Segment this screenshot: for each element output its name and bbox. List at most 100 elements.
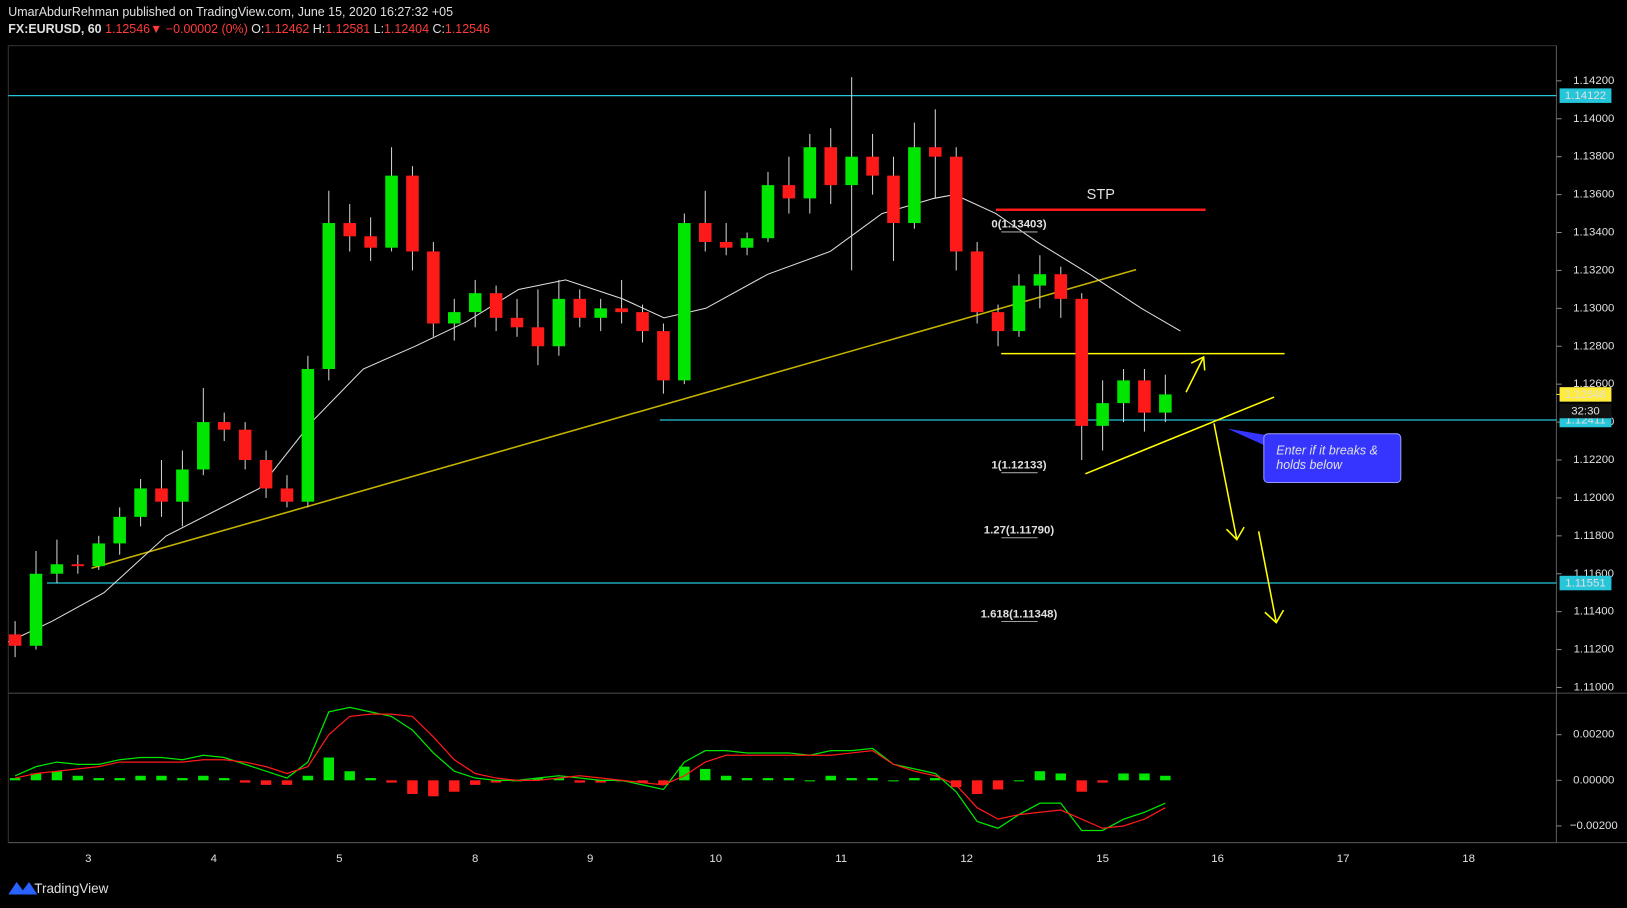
candle-body [761, 185, 775, 239]
histogram-bar [407, 780, 418, 795]
y-tick-label: 1.12000 [1573, 492, 1614, 504]
histogram-bar [72, 775, 84, 781]
candle-body [1159, 394, 1172, 413]
histogram-bar [700, 768, 711, 781]
histogram-bar [804, 780, 816, 782]
countdown-bg [1559, 403, 1612, 419]
candle-body [113, 516, 126, 544]
candle-body [280, 488, 294, 502]
candle-body [343, 223, 356, 237]
arrow-head [1190, 355, 1206, 371]
trendline [91, 268, 1137, 569]
candle-body [1075, 298, 1088, 426]
histogram-bar [449, 780, 460, 792]
histogram-bar [574, 780, 585, 783]
histogram-bar [30, 773, 42, 781]
histogram-bar [825, 775, 836, 781]
level-price-tag: 1.14122 [1565, 90, 1606, 102]
y-tick-label: 1.11600 [1574, 568, 1614, 580]
y-tick-label: 1.13200 [1573, 264, 1614, 276]
candle-body [134, 488, 147, 517]
arrow-head [1225, 526, 1245, 541]
histogram-bar [846, 778, 857, 781]
histogram-bar [1118, 773, 1129, 781]
x-tick-label: 11 [835, 853, 847, 865]
histogram-bar [9, 778, 21, 781]
histogram-bar [971, 780, 983, 795]
fib-label: 1.618(1.11348) [981, 608, 1058, 620]
histogram-bar [1076, 780, 1087, 792]
histogram-bar [490, 780, 502, 783]
candle-body [301, 369, 315, 502]
candle-body [176, 469, 189, 502]
ohlc-label: C: [432, 22, 444, 36]
histogram-bar [1034, 771, 1046, 781]
histogram-bar [93, 778, 104, 781]
candle-body [238, 429, 252, 460]
histogram-bar [365, 778, 376, 781]
arrow [1257, 531, 1278, 623]
arrow-head [1264, 609, 1285, 624]
candle-body [197, 422, 210, 470]
x-tick-label: 4 [211, 853, 218, 865]
candle-body [678, 223, 691, 381]
y-tick-label: 0.00000 [1573, 774, 1614, 786]
candle-body [1012, 285, 1026, 332]
candle-body [552, 298, 566, 347]
histogram-bar [239, 780, 251, 783]
candle-body [949, 156, 963, 252]
y-tick-label: 1.11000 [1574, 682, 1614, 694]
last-price-tag: 1.12546 [1565, 389, 1606, 401]
y-tick-label: −0.00200 [1570, 820, 1618, 832]
x-tick-label: 17 [1337, 853, 1350, 865]
logo: TradingView [8, 881, 109, 896]
macd-line [15, 713, 1166, 829]
candle-body [866, 156, 879, 176]
histogram-bar [658, 780, 669, 785]
candle-body [782, 185, 796, 199]
candle-body [531, 327, 545, 347]
marks: 1.11000 1.11200 1.11400 1.11600 1.11800 1.120… [8, 75, 1618, 865]
candle-body [991, 312, 1005, 332]
logo-icon [8, 882, 38, 895]
histogram-bar [177, 778, 188, 781]
ohlc-label: L: [374, 22, 384, 36]
symbol-line: FX:EURUSD, 60 1.12546▼ −0.00002 (0%) O:1… [8, 22, 490, 36]
trendline [1085, 396, 1275, 475]
histogram-bar [595, 780, 606, 783]
level-price-tag-bg [1559, 88, 1612, 103]
histogram-bar [469, 780, 481, 785]
candle-body [322, 223, 336, 370]
fib-label: 0(1.13403) [991, 219, 1046, 231]
symbol: FX:EURUSD, 60 [8, 22, 101, 36]
candle-body [657, 331, 670, 381]
y-tick-label: 1.11800 [1574, 530, 1614, 542]
candle-body [929, 147, 942, 157]
candle-body [510, 317, 524, 328]
candle-body [970, 251, 984, 313]
y-tick-label: 1.14200 [1573, 75, 1614, 87]
ohlc-value: 1.12546 [445, 22, 490, 36]
candle-body [803, 147, 817, 199]
candle-body [1096, 403, 1109, 426]
histogram-bar [637, 780, 648, 783]
histogram-bar [950, 780, 962, 788]
histogram-bar [428, 780, 439, 797]
histogram-bar [888, 780, 899, 782]
candle-body [636, 312, 649, 332]
ohlc-label: O: [251, 22, 264, 36]
y-tick-label: 1.11400 [1574, 606, 1614, 618]
histogram-bar [260, 780, 272, 785]
stop-label: STP [1087, 187, 1115, 203]
candle-body [594, 308, 607, 318]
change: ▼ −0.00002 (0%) [150, 22, 248, 36]
callout-box [1263, 433, 1402, 484]
candle-body [1117, 380, 1130, 404]
histogram-bar [553, 778, 565, 781]
arrow [1213, 423, 1238, 540]
x-tick-label: 18 [1462, 853, 1475, 865]
y-tick-label: 1.13400 [1573, 227, 1614, 239]
histogram-bar [909, 778, 920, 781]
x-tick-label: 8 [472, 853, 478, 865]
